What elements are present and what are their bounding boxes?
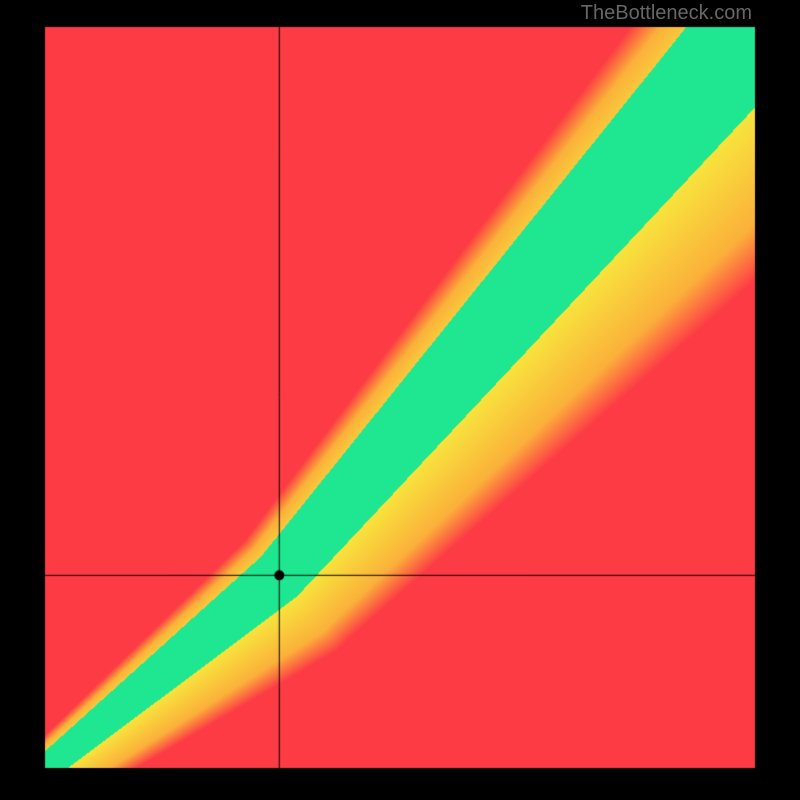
chart-container: TheBottleneck.com <box>0 0 800 800</box>
watermark-text: TheBottleneck.com <box>581 2 752 25</box>
heatmap-canvas <box>0 0 800 800</box>
